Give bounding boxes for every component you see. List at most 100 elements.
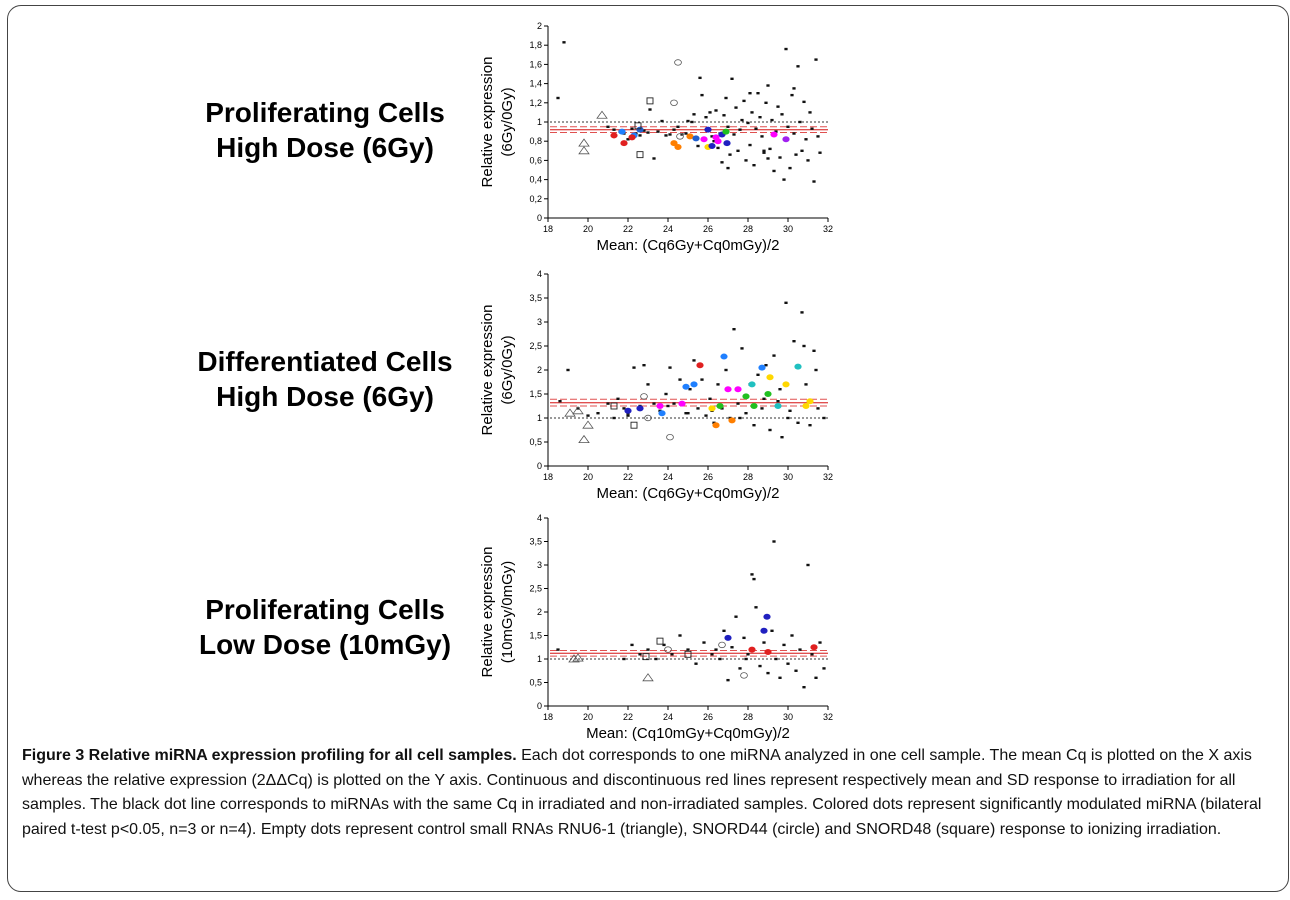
mirna-point	[794, 669, 798, 672]
x-axis-title: Mean: (Cq10mGy+Cq0mGy)/2	[586, 725, 790, 742]
y-axis-title-line: (6Gy/0Gy)	[499, 335, 516, 404]
y-tick-label: 2,5	[529, 584, 542, 594]
mirna-point	[686, 119, 690, 123]
mirna-point	[668, 133, 672, 136]
mirna-point	[766, 84, 770, 87]
mirna-point	[760, 407, 764, 410]
mirna-point	[768, 428, 772, 432]
significant-mirna-point	[708, 405, 716, 412]
mirna-point	[754, 127, 758, 130]
mirna-point	[818, 641, 822, 644]
rnu6-1-triangle	[572, 406, 584, 415]
significant-mirna-point	[724, 386, 732, 393]
snord48-square	[684, 650, 692, 658]
mirna-point	[804, 383, 808, 386]
mirna-point	[684, 132, 688, 135]
snord44-circle	[718, 641, 726, 649]
mirna-point	[776, 400, 780, 403]
mirna-point	[646, 131, 650, 134]
mirna-point	[786, 125, 790, 128]
mirna-point	[672, 128, 676, 131]
x-tick-label: 24	[663, 472, 673, 482]
mirna-point	[740, 118, 744, 122]
significant-mirna-point	[636, 126, 644, 133]
mirna-point	[738, 416, 742, 420]
significant-mirna-point	[696, 362, 704, 369]
mirna-point	[762, 397, 766, 400]
y-tick-label: 1,2	[529, 98, 542, 108]
y-tick-label: 0,4	[529, 175, 542, 185]
rnu6-1-triangle	[564, 408, 576, 417]
mirna-point	[664, 392, 668, 396]
significant-mirna-point	[802, 403, 810, 409]
mirna-point	[722, 114, 726, 117]
snord48-square	[642, 653, 650, 661]
mirna-point	[626, 138, 630, 141]
y-tick-label: 0	[537, 461, 542, 471]
mirna-point	[642, 364, 646, 367]
significant-mirna-point	[734, 386, 742, 393]
significant-mirna-point	[628, 134, 636, 141]
mirna-point	[744, 159, 748, 162]
mirna-point	[802, 100, 806, 104]
mirna-point	[714, 648, 718, 651]
x-tick-label: 24	[663, 224, 673, 234]
mirna-point	[794, 153, 798, 156]
snord48-square	[610, 402, 618, 410]
mirna-point	[626, 414, 630, 417]
x-tick-label: 18	[543, 472, 553, 482]
panel-label-3-line-2: Low Dose (10mGy)	[198, 629, 452, 660]
mirna-point	[780, 113, 784, 116]
mirna-point	[680, 133, 684, 136]
scatter-plot-proliferating-high-dose: 0 0,2 0,4 0,6 0,8 1 1,2 1,4 1,6 1,8 2 18 20 22 24 26 28 3…	[479, 21, 833, 254]
mirna-point	[784, 47, 788, 51]
x-tick-label: 32	[823, 472, 833, 482]
mirna-point	[654, 657, 658, 661]
significant-mirna-point	[724, 634, 732, 641]
significant-mirna-point	[794, 363, 802, 370]
rnu6-1-triangle	[568, 654, 580, 663]
rnu6-1-triangle	[578, 138, 590, 147]
mirna-point	[566, 368, 570, 372]
scatter-plot-proliferating-low-dose: 0 0,5 1 1,5 2 2,5 3 3,5 4 18 20 22 24 26 28 30 32 Mean: (…	[479, 513, 833, 742]
mirna-point	[780, 436, 784, 439]
mirna-point	[726, 678, 730, 682]
significant-mirna-point	[720, 353, 728, 360]
mirna-point	[744, 412, 748, 415]
mirna-point	[812, 349, 816, 352]
mirna-point	[752, 164, 756, 167]
significant-mirna-point	[764, 391, 772, 397]
mirna-point	[762, 641, 766, 644]
mirna-point	[814, 368, 818, 372]
mirna-point	[576, 407, 580, 410]
y-tick-label: 1	[537, 117, 542, 127]
mirna-point	[776, 105, 780, 108]
snord48-square	[634, 122, 642, 130]
mirna-point	[736, 149, 740, 152]
mirna-point	[612, 128, 616, 131]
mirna-point	[732, 328, 736, 331]
mirna-point	[646, 648, 650, 651]
significant-mirna-point	[774, 403, 782, 409]
mirna-point	[758, 116, 762, 119]
mirna-point	[676, 125, 680, 128]
y-tick-label: 0	[537, 701, 542, 711]
y-tick-label: 0	[537, 213, 542, 223]
significant-mirna-point	[748, 381, 756, 388]
y-tick-label: 0,8	[529, 136, 542, 146]
y-axis-title-line: Relative expression	[479, 57, 496, 188]
x-tick-label: 20	[583, 472, 593, 482]
panel-label-1-line-2: High Dose (6Gy)	[216, 132, 434, 163]
significant-mirna-point	[674, 143, 682, 150]
snord44-circle	[676, 133, 684, 140]
mirna-point	[792, 340, 796, 343]
snord44-circle	[664, 646, 672, 653]
mirna-point	[748, 143, 752, 147]
y-axis-title-line: (10mGy/0mGy)	[499, 561, 516, 664]
mirna-point	[740, 347, 744, 350]
mirna-point	[722, 629, 726, 632]
mirna-point	[692, 113, 696, 116]
mirna-point	[556, 96, 560, 100]
mirna-point	[778, 388, 782, 391]
mirna-point	[670, 653, 674, 656]
